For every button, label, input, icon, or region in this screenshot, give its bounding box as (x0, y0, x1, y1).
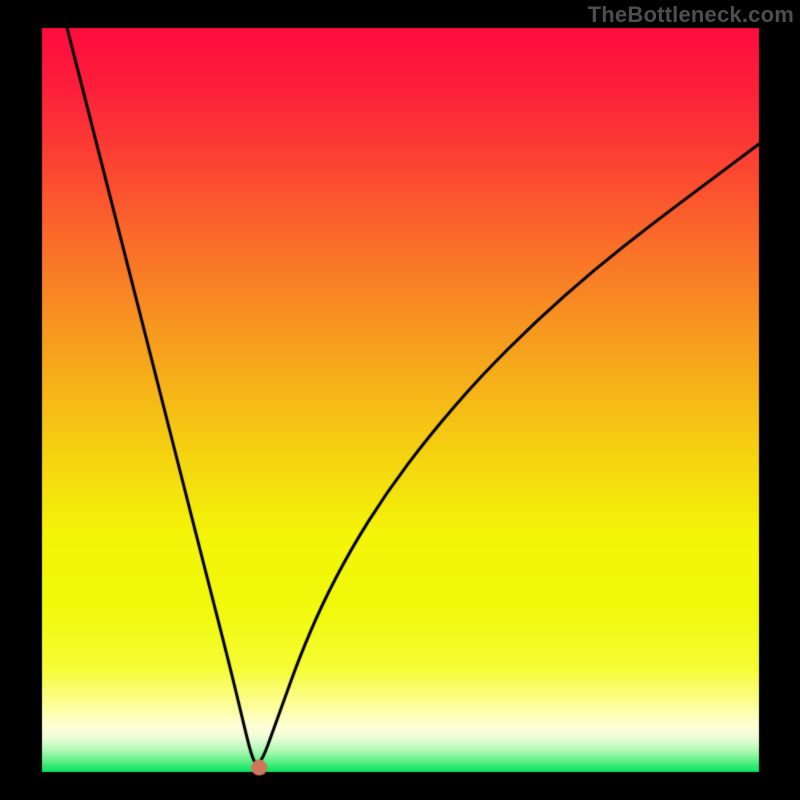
bottleneck-chart-canvas (0, 0, 800, 800)
watermark-text: TheBottleneck.com (588, 2, 794, 28)
chart-container: TheBottleneck.com (0, 0, 800, 800)
